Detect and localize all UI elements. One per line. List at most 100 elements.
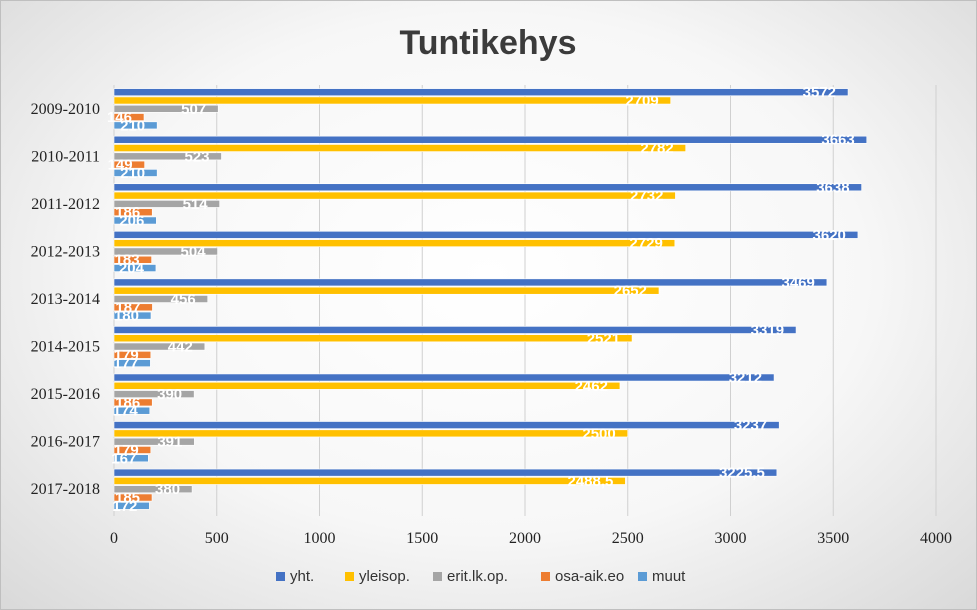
- data-label: 3638: [816, 179, 849, 196]
- data-label: 172: [112, 498, 137, 515]
- category-label: 2017-2018: [31, 481, 100, 498]
- data-label: 167: [111, 450, 136, 467]
- chart-title: Tuntikehys: [400, 24, 577, 62]
- bar-muut: [113, 406, 151, 415]
- data-label: 2488,5: [567, 473, 613, 490]
- x-tick-label: 3000: [715, 530, 747, 547]
- data-label: 3237: [734, 417, 767, 434]
- legend-entry: yleisop.: [359, 568, 410, 585]
- bar-yht-: [113, 135, 868, 144]
- x-tick-label: 3500: [817, 530, 849, 547]
- data-label: 2500: [582, 425, 615, 442]
- bar-osa-aik-eo: [113, 208, 153, 217]
- bar-yht-: [113, 373, 775, 382]
- data-label: 2521: [587, 330, 620, 347]
- category-label: 2013-2014: [31, 291, 100, 308]
- bar-erit-lk-op-: [113, 485, 193, 494]
- data-label: 2732: [630, 188, 663, 205]
- data-label: 2729: [629, 235, 662, 252]
- data-label: 204: [119, 260, 145, 277]
- legend-entry: erit.lk.op.: [447, 568, 508, 585]
- x-tick-label: 500: [205, 530, 229, 547]
- category-label: 2012-2013: [31, 243, 100, 260]
- bar-osa-aik-eo: [113, 446, 152, 454]
- data-label: 3469: [782, 274, 815, 291]
- legend-swatch: [638, 572, 647, 581]
- bar-erit-lk-op-: [113, 200, 220, 208]
- data-labels: 3572270950714621036632782523149210363827…: [107, 84, 855, 515]
- bar-yleisop-: [113, 239, 676, 247]
- data-label: 3212: [729, 370, 762, 387]
- data-label: 186: [115, 204, 140, 221]
- data-label: 2782: [640, 140, 673, 157]
- data-label: 183: [115, 252, 140, 269]
- bar-erit-lk-op-: [113, 152, 222, 161]
- data-label: 507: [181, 101, 206, 118]
- bar-osa-aik-eo: [113, 351, 152, 359]
- category-label: 2011-2012: [31, 196, 100, 213]
- x-tick-label: 1000: [304, 530, 336, 547]
- bar-muut: [113, 264, 157, 272]
- bar-osa-aik-eo: [113, 398, 153, 407]
- bar-yht-: [113, 230, 859, 239]
- data-label: 442: [168, 339, 193, 356]
- data-label: 179: [114, 347, 139, 364]
- bar-yht-: [113, 278, 828, 287]
- data-label: 185: [115, 490, 140, 507]
- value-axis: 0 500 1000 1500 2000 2500 3000 3500 4000: [110, 530, 952, 547]
- bar-osa-aik-eo: [113, 160, 145, 169]
- data-label: 3225,5: [719, 465, 765, 482]
- bar-yleisop-: [113, 381, 621, 390]
- x-tick-label: 1500: [406, 530, 438, 547]
- bar-yleisop-: [113, 286, 660, 295]
- bar-yht-: [113, 326, 797, 334]
- bar-muut: [113, 169, 158, 177]
- data-label: 149: [108, 157, 133, 174]
- data-label: 380: [155, 481, 180, 498]
- data-label: 206: [119, 212, 144, 229]
- bar-erit-lk-op-: [113, 390, 195, 398]
- bar-yleisop-: [113, 429, 629, 438]
- legend-swatch: [541, 572, 550, 581]
- legend-swatch: [276, 572, 285, 581]
- legend-swatch: [433, 572, 442, 581]
- data-label: 3319: [751, 322, 784, 339]
- bar-erit-lk-op-: [113, 437, 195, 446]
- bar-osa-aik-eo: [113, 303, 153, 312]
- data-label: 2652: [614, 283, 647, 300]
- data-label: 456: [171, 291, 196, 308]
- bar-muut: [113, 121, 158, 130]
- data-label: 210: [120, 165, 145, 182]
- bar-erit-lk-op-: [113, 342, 206, 351]
- category-axis: 2009-2010 2010-2011 2011-2012 2012-2013 2013…: [31, 101, 100, 498]
- x-tick-label: 4000: [920, 530, 952, 547]
- data-label: 391: [157, 434, 182, 451]
- bar-yht-: [113, 88, 849, 97]
- bar-erit-lk-op-: [113, 104, 219, 113]
- bar-erit-lk-op-: [113, 247, 218, 256]
- data-label: 174: [113, 403, 139, 420]
- legend-entry: yht.: [290, 568, 314, 585]
- data-label: 186: [115, 394, 140, 411]
- data-label: 3620: [813, 227, 846, 244]
- bar-erit-lk-op-: [113, 295, 209, 303]
- bar-yleisop-: [113, 191, 676, 200]
- bar-osa-aik-eo: [113, 113, 145, 121]
- legend-entry: osa-aik.eo: [555, 568, 624, 585]
- x-tick-label: 0: [110, 530, 118, 547]
- data-label: 177: [113, 355, 138, 372]
- bar-yleisop-: [113, 477, 626, 485]
- data-label: 514: [183, 196, 209, 213]
- bar-muut: [113, 501, 150, 510]
- data-label: 504: [181, 243, 207, 260]
- x-tick-label: 2000: [509, 530, 541, 547]
- bar-yht-: [113, 468, 778, 477]
- data-label: 179: [114, 442, 139, 459]
- data-label: 146: [107, 109, 132, 126]
- bar-muut: [113, 216, 157, 225]
- bar-muut: [113, 311, 152, 320]
- data-label: 390: [157, 386, 182, 403]
- data-label: 3572: [803, 84, 836, 101]
